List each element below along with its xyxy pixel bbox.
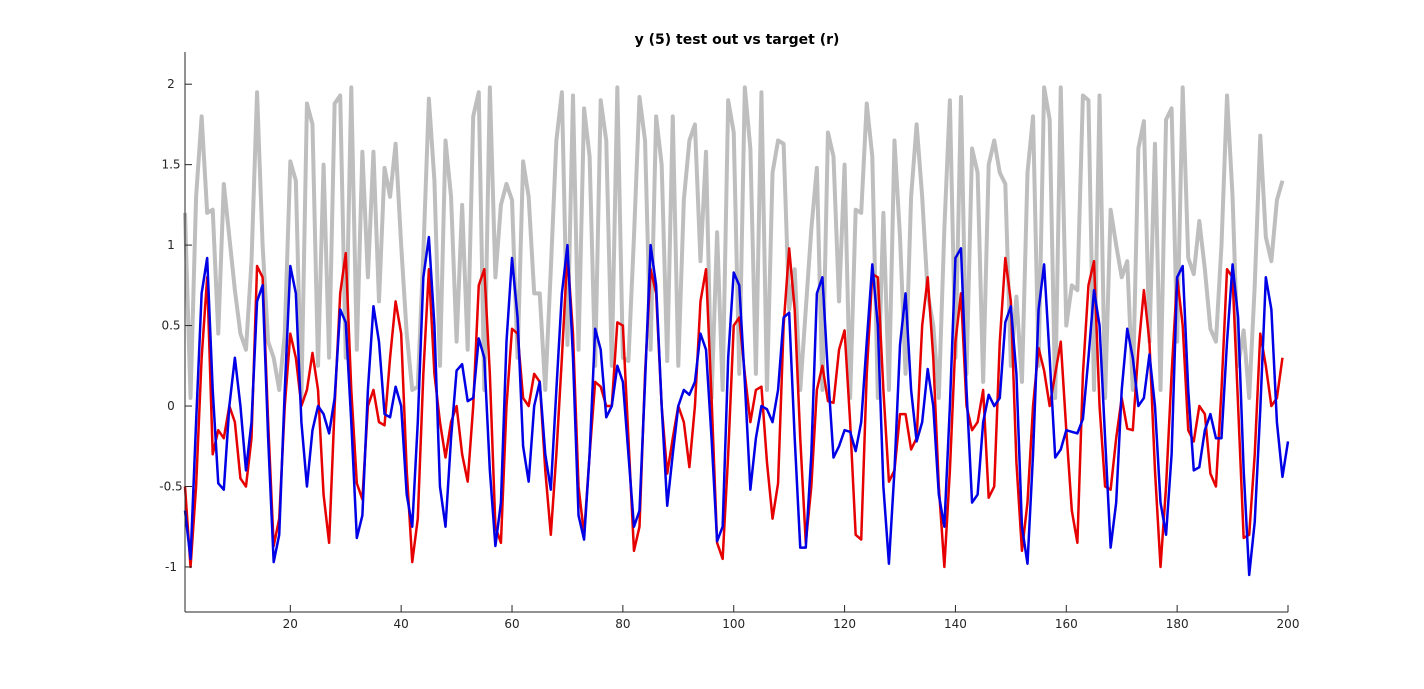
x-tick-label: 180 — [1166, 617, 1189, 631]
x-tick-label: 60 — [504, 617, 519, 631]
y-tick-label: -1 — [165, 560, 177, 574]
x-tick-label: 160 — [1055, 617, 1078, 631]
y-tick-label: -0.5 — [159, 479, 182, 493]
y-tick-label: 1.5 — [161, 158, 180, 172]
x-tick-label: 200 — [1277, 617, 1300, 631]
x-tick-label: 100 — [722, 617, 745, 631]
series-line-3 — [183, 235, 1290, 577]
x-tick-label: 120 — [833, 617, 856, 631]
y-tick-label: 2 — [167, 77, 175, 91]
axes — [184, 52, 1288, 613]
series-layer — [183, 85, 1290, 577]
x-tick-label: 140 — [944, 617, 967, 631]
x-tick-label: 20 — [283, 617, 298, 631]
x-tick-label: 80 — [615, 617, 630, 631]
x-tick-label: 40 — [394, 617, 409, 631]
y-tick-label: 0.5 — [161, 319, 180, 333]
y-tick-label: 0 — [167, 399, 175, 413]
chart-title: y (5) test out vs target (r) — [635, 32, 840, 48]
ticks: 20 40 60 80 100 120 140 160 180 200 -1 -0.5 0 0.5 1 1.5… — [159, 77, 1299, 631]
series-line-1 — [183, 85, 1285, 400]
y-tick-label: 1 — [167, 238, 175, 252]
